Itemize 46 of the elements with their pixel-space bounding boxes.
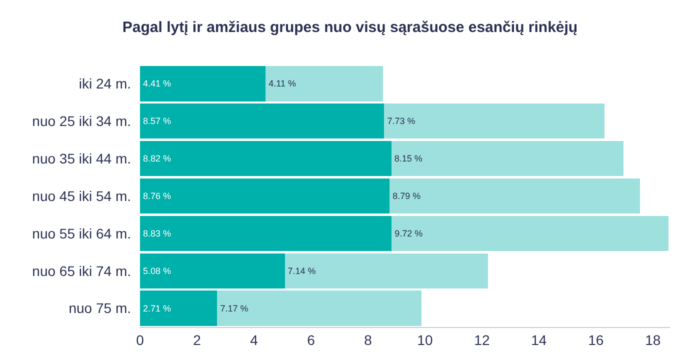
bar (284, 253, 488, 288)
y-tick-label: nuo 35 iki 44 m. (32, 150, 131, 166)
data-label: 2.71 % (143, 303, 172, 314)
chart-title: Pagal lytį ir amžiaus grupes nuo visų sąrašuose esančių rinkėjų (122, 19, 578, 36)
y-tick-label: nuo 75 m. (68, 300, 131, 316)
y-tick-label: nuo 45 iki 54 m. (32, 188, 131, 204)
data-label: 7.73 % (387, 116, 416, 126)
data-label: 8.83 % (143, 228, 172, 238)
bar (384, 104, 604, 139)
data-label: 9.72 % (394, 228, 423, 238)
bar (266, 66, 383, 102)
bar (140, 253, 285, 288)
bar (140, 66, 266, 102)
data-label: 8.15 % (394, 154, 422, 164)
bar (140, 178, 390, 214)
data-label: 4.11 % (268, 78, 296, 89)
bar (392, 216, 669, 252)
y-tick-label: nuo 55 iki 64 m. (32, 225, 131, 242)
bar (140, 104, 384, 139)
x-tick-label: 18 (645, 332, 661, 348)
y-tick-label: iki 24 m. (78, 76, 131, 92)
bar (140, 290, 218, 326)
data-label: 7.14 % (288, 266, 316, 276)
data-label: 8.57 % (143, 116, 172, 126)
data-label: 7.17 % (220, 303, 248, 314)
x-tick-label: 6 (307, 332, 316, 348)
x-tick-label: 14 (531, 332, 547, 348)
y-tick-label: nuo 25 iki 34 m. (32, 113, 131, 130)
x-tick-label: 0 (136, 332, 144, 348)
y-tick-label: nuo 65 iki 74 m. (32, 262, 131, 279)
bar (217, 290, 422, 326)
x-tick-label: 4 (250, 332, 258, 348)
bar (390, 178, 640, 214)
bar (391, 140, 624, 176)
x-tick-label: 2 (193, 332, 202, 348)
data-label: 8.82 % (143, 154, 172, 164)
bar (140, 140, 392, 176)
data-label: 4.41 % (143, 78, 172, 89)
x-tick-label: 12 (474, 332, 490, 348)
bar (140, 216, 392, 252)
x-tick-label: 16 (588, 332, 604, 348)
data-label: 8.76 % (143, 191, 172, 201)
x-tick-label: 10 (417, 332, 433, 348)
data-label: 8.79 % (392, 191, 421, 201)
data-label: 5.08 % (143, 266, 172, 276)
x-tick-label: 8 (364, 332, 372, 348)
